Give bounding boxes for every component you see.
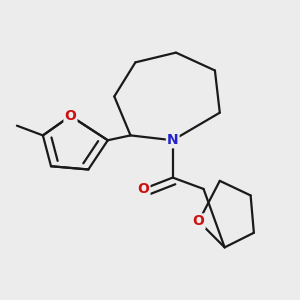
Text: N: N	[167, 133, 178, 147]
Text: O: O	[138, 182, 149, 196]
Text: O: O	[193, 214, 205, 228]
Text: O: O	[64, 109, 76, 123]
